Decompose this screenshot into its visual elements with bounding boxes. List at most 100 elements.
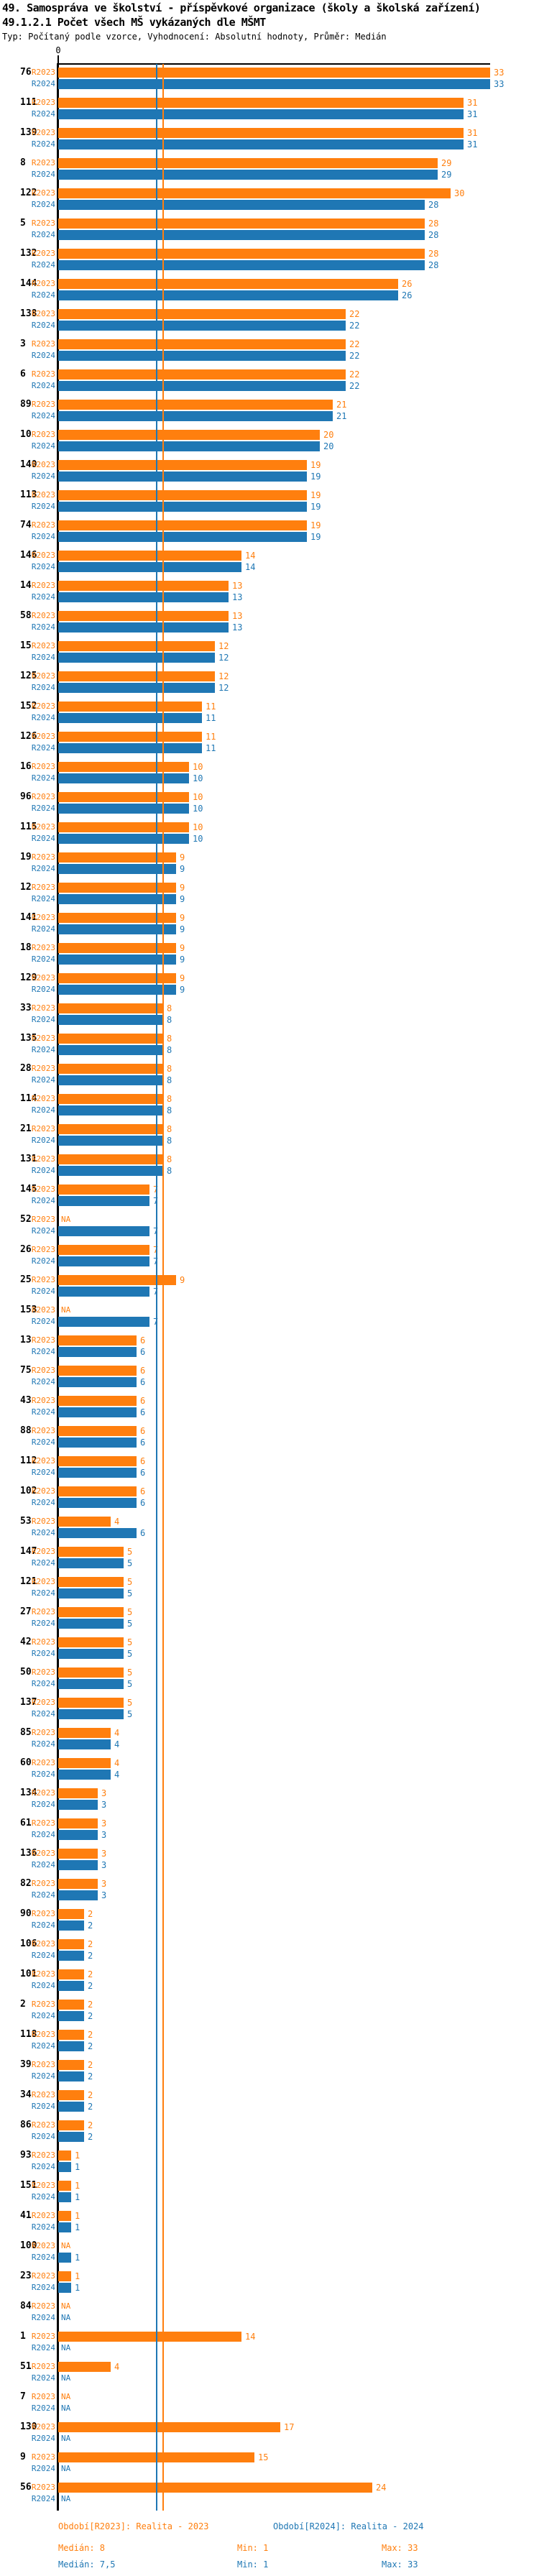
series-label-r2024: R2024 — [31, 713, 55, 722]
bar-r2023 — [58, 218, 425, 229]
value-label-r2023: 5 — [127, 1607, 133, 1617]
value-label-r2023: 4 — [114, 1758, 120, 1768]
bar-r2023 — [58, 792, 189, 802]
series-label-r2024: R2024 — [31, 2283, 55, 2292]
group-id-label: 10 — [20, 429, 32, 440]
value-label-r2023: 6 — [140, 1486, 146, 1496]
bar-r2024 — [58, 1347, 137, 1357]
series-label-r2023: R2023 — [31, 188, 55, 198]
series-label-r2023: R2023 — [31, 551, 55, 560]
series-label-r2024: R2024 — [31, 1830, 55, 1839]
group-id-label: 7 — [20, 2391, 26, 2402]
group-id-label: 126 — [20, 731, 37, 742]
bar-r2023 — [58, 1607, 124, 1617]
series-label-r2023: R2023 — [31, 1758, 55, 1767]
series-label-r2024: R2024 — [31, 260, 55, 270]
group-id-label: 121 — [20, 1576, 37, 1587]
group-id-label: 112 — [20, 1455, 37, 1466]
group-id-label: 50 — [20, 1667, 32, 1678]
value-label-r2024: 31 — [467, 139, 478, 150]
series-label-r2023: R2023 — [31, 158, 55, 167]
series-label-r2024: R2024 — [31, 683, 55, 692]
series-label-r2023: R2023 — [31, 1335, 55, 1345]
value-label-r2023: 9 — [180, 973, 185, 983]
median-line-r2024 — [156, 64, 157, 2511]
series-label-r2024: R2024 — [31, 2404, 55, 2413]
series-label-r2023: R2023 — [31, 732, 55, 741]
value-label-r2023: 8 — [167, 1003, 172, 1013]
y-axis-line — [57, 63, 59, 2511]
group-id-label: 2 — [20, 1999, 26, 2010]
value-label-r2024: 5 — [127, 1619, 133, 1629]
series-label-r2023: R2023 — [31, 128, 55, 137]
series-label-r2023: R2023 — [31, 943, 55, 952]
bar-r2024 — [58, 954, 176, 965]
value-label-r2023: 11 — [206, 732, 216, 742]
value-label-r2024: 22 — [349, 381, 360, 391]
group-id-label: 136 — [20, 1848, 37, 1859]
value-label-r2024: 6 — [140, 1438, 146, 1448]
bar-r2023 — [58, 1335, 137, 1346]
group-id-label: 18 — [20, 942, 32, 953]
series-label-r2024: R2024 — [31, 894, 55, 903]
group-id-label: 151 — [20, 2180, 37, 2191]
value-label-r2024: 7 — [153, 1317, 158, 1327]
bar-r2024 — [58, 2011, 84, 2021]
group-id-label: 145 — [20, 1184, 37, 1195]
bar-r2023 — [58, 128, 464, 138]
value-label-r2023: 29 — [441, 158, 452, 168]
value-label-r2024: 9 — [180, 894, 185, 904]
series-label-r2024: R2024 — [31, 2102, 55, 2111]
series-label-r2024: R2024 — [31, 1256, 55, 1266]
bar-r2024 — [58, 1196, 149, 1206]
value-label-r2023: 28 — [428, 249, 439, 259]
value-label-r2024: 11 — [206, 713, 216, 723]
bar-r2024 — [58, 1468, 137, 1478]
bar-r2023 — [58, 2150, 71, 2161]
na-label-r2023: NA — [61, 2241, 71, 2250]
series-label-r2023: R2023 — [31, 1698, 55, 1707]
series-label-r2023: R2023 — [31, 2060, 55, 2069]
group-id-label: 129 — [20, 972, 37, 983]
series-label-r2024: R2024 — [31, 1045, 55, 1054]
series-label-r2024: R2024 — [31, 1951, 55, 1960]
value-label-r2024: 28 — [428, 230, 439, 240]
bar-r2023 — [58, 1788, 98, 1798]
series-label-r2024: R2024 — [31, 2434, 55, 2443]
bar-r2024 — [58, 653, 215, 663]
value-label-r2023: 5 — [127, 1547, 133, 1557]
series-label-r2024: R2024 — [31, 1105, 55, 1115]
group-id-label: 16 — [20, 761, 32, 772]
value-label-r2024: 2 — [88, 1981, 93, 1991]
series-label-r2023: R2023 — [31, 913, 55, 922]
na-label-r2023: NA — [61, 2301, 71, 2311]
group-id-label: 118 — [20, 2029, 37, 2040]
value-label-r2023: 19 — [310, 460, 321, 470]
value-label-r2024: 10 — [193, 773, 203, 783]
group-id-label: 101 — [20, 1969, 37, 1979]
series-label-r2023: R2023 — [31, 762, 55, 771]
series-label-r2023: R2023 — [31, 2332, 55, 2341]
bar-r2024 — [58, 1377, 137, 1387]
value-label-r2024: 5 — [127, 1679, 133, 1689]
value-label-r2023: 8 — [167, 1154, 172, 1164]
value-label-r2024: 1 — [75, 2253, 80, 2263]
value-label-r2023: 1 — [75, 2150, 80, 2161]
bar-r2024 — [58, 109, 464, 119]
series-label-r2024: R2024 — [31, 1075, 55, 1085]
bar-r2024 — [58, 472, 307, 482]
value-label-r2024: 6 — [140, 1498, 146, 1508]
series-label-r2024: R2024 — [31, 441, 55, 451]
series-label-r2024: R2024 — [31, 1196, 55, 1205]
series-label-r2024: R2024 — [31, 1679, 55, 1688]
value-label-r2024: 7 — [153, 1256, 158, 1266]
value-label-r2024: 2 — [88, 2041, 93, 2051]
series-label-r2024: R2024 — [31, 532, 55, 541]
bar-r2023 — [58, 1184, 149, 1195]
group-id-label: 137 — [20, 1697, 37, 1708]
bar-r2024 — [58, 1739, 111, 1749]
bar-r2023 — [58, 1426, 137, 1436]
series-label-r2024: R2024 — [31, 1377, 55, 1386]
value-label-r2023: 2 — [88, 2090, 93, 2100]
bar-r2024 — [58, 2102, 84, 2112]
